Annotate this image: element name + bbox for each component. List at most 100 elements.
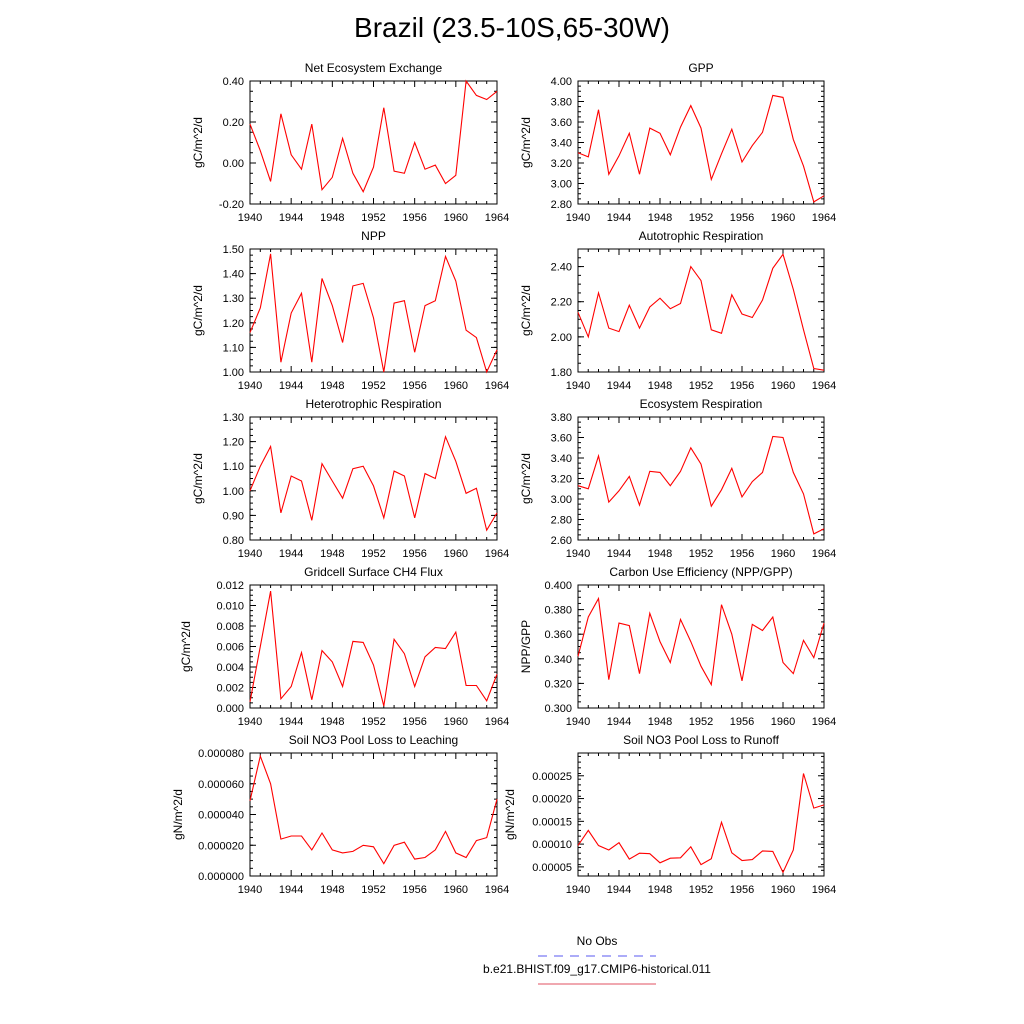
x-tick-label: 1944 <box>607 212 631 224</box>
y-tick-label: 1.80 <box>551 367 572 379</box>
panel-title: Soil NO3 Pool Loss to Runoff <box>623 733 780 747</box>
chart-panel-1: Net Ecosystem Exchange 1940 1944 1948 1952 19… <box>191 61 509 224</box>
y-axis-label: gC/m^2/d <box>191 285 205 336</box>
y-tick-label: 2.80 <box>551 515 572 527</box>
panel-title: Carbon Use Efficiency (NPP/GPP) <box>609 565 792 579</box>
x-tick-label: 1960 <box>771 884 795 896</box>
y-axis-label: gC/m^2/d <box>519 453 533 504</box>
panel-title: Net Ecosystem Exchange <box>305 61 443 75</box>
chart-panel-10: Soil NO3 Pool Loss to Runoff 1940 1944 1948… <box>503 733 836 896</box>
y-tick-label: 0.00010 <box>532 839 572 851</box>
panel-title: Gridcell Surface CH4 Flux <box>304 565 443 579</box>
y-tick-label: 0.012 <box>216 580 244 592</box>
x-tick-label: 1944 <box>607 884 631 896</box>
plot-frame <box>577 416 825 541</box>
y-tick-label: 1.30 <box>223 412 244 424</box>
x-tick-label: 1964 <box>812 548 836 560</box>
y-tick-label: 3.80 <box>551 412 572 424</box>
y-tick-label: 0.00020 <box>532 794 572 806</box>
plot-frame <box>577 752 825 877</box>
x-tick-label: 1956 <box>402 212 426 224</box>
x-tick-label: 1956 <box>402 380 426 392</box>
x-tick-label: 1960 <box>444 716 468 728</box>
x-tick-label: 1948 <box>320 548 344 560</box>
y-tick-label: 1.30 <box>223 293 244 305</box>
plot-frame <box>249 416 498 541</box>
chart-panel-3: NPP 1940 1944 1948 1952 1956 1960 1964 1.00 1.10 1… <box>191 229 509 392</box>
x-tick-label: 1960 <box>444 884 468 896</box>
x-tick-label: 1964 <box>812 212 836 224</box>
y-tick-label: 3.80 <box>551 97 572 109</box>
x-tick-label: 1940 <box>566 212 590 224</box>
x-tick-label: 1952 <box>689 548 713 560</box>
x-tick-label: 1944 <box>279 380 303 392</box>
x-tick-label: 1948 <box>320 884 344 896</box>
x-tick-label: 1956 <box>730 884 754 896</box>
x-tick-label: 1956 <box>730 548 754 560</box>
y-tick-label: 1.10 <box>223 342 244 354</box>
y-tick-label: 2.00 <box>551 332 572 344</box>
y-axis-label: gC/m^2/d <box>191 453 205 504</box>
y-tick-label: 0.000040 <box>198 810 244 822</box>
x-tick-label: 1956 <box>402 884 426 896</box>
y-tick-label: 0.008 <box>216 621 244 633</box>
x-tick-label: 1964 <box>812 716 836 728</box>
x-tick-label: 1948 <box>648 212 672 224</box>
x-tick-label: 1944 <box>607 380 631 392</box>
x-tick-label: 1960 <box>771 716 795 728</box>
x-tick-label: 1948 <box>320 380 344 392</box>
y-tick-label: 0.000080 <box>198 748 244 760</box>
plot-frame <box>249 584 498 709</box>
x-tick-label: 1940 <box>238 212 262 224</box>
chart-panel-6: Ecosystem Respiration 1940 1944 1948 1952 195… <box>519 397 836 560</box>
y-tick-label: 4.00 <box>551 76 572 88</box>
series-line <box>577 435 825 535</box>
y-tick-label: 3.40 <box>551 138 572 150</box>
x-tick-label: 1960 <box>771 548 795 560</box>
y-tick-label: 3.20 <box>551 158 572 170</box>
y-tick-label: 0.300 <box>544 703 572 715</box>
y-tick-label: 2.20 <box>551 297 572 309</box>
series-line <box>577 253 825 371</box>
y-tick-label: -0.20 <box>219 199 244 211</box>
x-tick-label: 1944 <box>607 548 631 560</box>
x-tick-label: 1944 <box>607 716 631 728</box>
y-axis-label: gC/m^2/d <box>519 117 533 168</box>
series-line <box>249 590 498 707</box>
y-tick-label: 0.000060 <box>198 779 244 791</box>
plot-frame <box>249 248 498 373</box>
y-tick-label: 0.80 <box>223 535 244 547</box>
y-tick-label: 0.90 <box>223 510 244 522</box>
x-tick-label: 1964 <box>812 380 836 392</box>
y-tick-label: 0.360 <box>544 629 572 641</box>
x-tick-label: 1952 <box>361 380 385 392</box>
x-tick-label: 1940 <box>238 548 262 560</box>
panel-title: Autotrophic Respiration <box>639 229 764 243</box>
legend-label-case: b.e21.BHIST.f09_g17.CMIP6-historical.011 <box>483 962 711 976</box>
x-tick-label: 1964 <box>485 716 509 728</box>
chart-panel-5: Heterotrophic Respiration 1940 1944 1948 195… <box>191 397 509 560</box>
x-tick-label: 1960 <box>444 548 468 560</box>
panel-title: GPP <box>688 61 713 75</box>
x-tick-label: 1960 <box>444 380 468 392</box>
x-tick-label: 1940 <box>566 716 590 728</box>
plot-frame <box>249 752 498 877</box>
x-tick-label: 1944 <box>279 212 303 224</box>
x-tick-label: 1960 <box>771 212 795 224</box>
y-tick-label: 3.60 <box>551 433 572 445</box>
chart-panel-8: Carbon Use Efficiency (NPP/GPP) 1940 1944 1… <box>519 565 836 728</box>
x-tick-label: 1948 <box>320 212 344 224</box>
y-tick-label: 0.002 <box>216 683 244 695</box>
y-tick-label: 0.00025 <box>532 771 572 783</box>
y-tick-label: 0.40 <box>223 76 244 88</box>
y-tick-label: 2.60 <box>551 535 572 547</box>
y-tick-label: 0.010 <box>216 601 244 613</box>
y-tick-label: 0.20 <box>223 117 244 129</box>
y-tick-label: 0.00 <box>223 158 244 170</box>
y-tick-label: 3.20 <box>551 474 572 486</box>
y-tick-label: 3.00 <box>551 179 572 191</box>
chart-panel-2: GPP 1940 1944 1948 1952 1956 1960 1964 2.80 3.00 3… <box>519 61 836 224</box>
y-tick-label: 0.006 <box>216 642 244 654</box>
y-tick-label: 1.40 <box>223 269 244 281</box>
